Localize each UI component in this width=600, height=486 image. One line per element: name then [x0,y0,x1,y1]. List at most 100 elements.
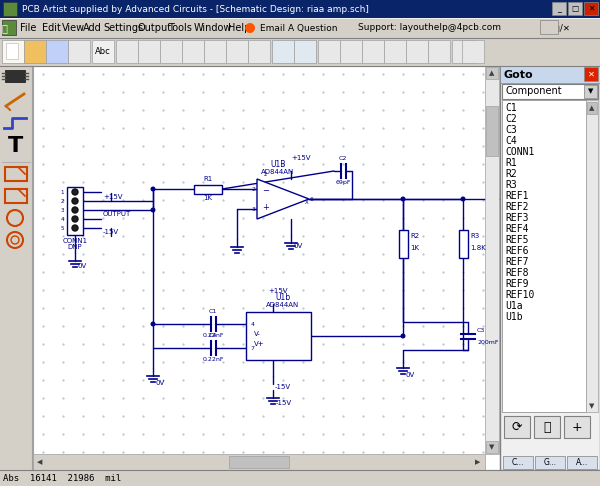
Bar [229,456,289,468]
Circle shape [461,196,466,202]
Text: ✕: ✕ [588,4,594,13]
Text: 5: 5 [61,226,64,230]
Text: Abc: Abc [95,47,111,55]
Text: CONN1: CONN1 [62,238,88,244]
Bar [552,2,566,15]
Bar [535,456,565,469]
Text: C2: C2 [505,114,517,124]
Bar [462,40,484,63]
Bar [486,67,498,79]
Text: 7: 7 [251,346,254,350]
Bar [2,20,16,35]
Bar [584,85,597,98]
Text: -15V: -15V [276,400,292,406]
Text: 2: 2 [263,172,267,177]
Text: 4: 4 [251,322,254,327]
Text: +: + [262,203,269,211]
Circle shape [151,187,155,191]
Text: Add: Add [83,23,102,33]
Text: C1: C1 [209,309,217,314]
Text: View: View [62,23,85,33]
Circle shape [245,23,255,33]
Text: REF4: REF4 [505,224,529,234]
Bar [160,40,182,63]
Text: U1a: U1a [505,301,523,311]
Bar [486,441,498,453]
Text: ▼: ▼ [589,403,595,409]
Text: 6: 6 [310,196,314,202]
Text: 3: 3 [61,208,64,212]
Bar [24,40,46,63]
Bar [294,40,316,63]
Bar [500,66,600,470]
Text: C3: C3 [477,328,485,332]
Text: File: File [20,23,37,33]
Text: 1: 1 [61,190,64,194]
Bar [502,84,598,99]
Text: REF1: REF1 [505,191,529,201]
Bar [584,2,598,15]
Bar [3,2,17,16]
Polygon shape [257,179,309,219]
Bar [504,416,530,438]
Text: R2: R2 [410,233,419,239]
Text: ✕: ✕ [587,69,595,79]
Text: +: + [572,420,583,434]
Text: C4: C4 [505,136,517,146]
Bar [272,40,294,63]
Text: A...: A... [576,458,588,467]
Text: R3: R3 [470,233,479,239]
Text: 0V: 0V [406,372,415,378]
Text: REF2: REF2 [505,202,529,212]
Text: 0V: 0V [156,380,165,386]
Text: G...: G... [544,458,557,467]
Bar [586,100,598,412]
Bar [398,230,407,258]
Bar [534,416,560,438]
Text: -15V: -15V [103,229,119,235]
Circle shape [72,216,78,222]
Text: CONN1: CONN1 [505,147,535,157]
Text: ▲: ▲ [589,105,595,111]
Text: +15V: +15V [291,155,311,161]
Text: V+: V+ [254,341,264,347]
Bar [452,40,474,63]
Bar [406,40,428,63]
Text: 0V: 0V [294,243,303,249]
Bar [24,40,46,63]
Text: Tools: Tools [168,23,192,33]
Bar [68,40,90,63]
Text: Support: layouthelp@4pcb.com: Support: layouthelp@4pcb.com [358,23,501,33]
Text: Abs  16141  21986  mil: Abs 16141 21986 mil [3,473,121,483]
Text: Component: Component [505,87,562,97]
Text: 0.22nF: 0.22nF [202,357,224,362]
Text: ▼: ▼ [589,88,593,94]
Bar [2,40,24,63]
Bar [272,40,294,63]
Text: Help: Help [228,23,250,33]
Bar [138,40,160,63]
Text: R1: R1 [203,176,212,182]
Text: REF7: REF7 [505,257,529,267]
Circle shape [72,189,78,195]
Text: ◀: ◀ [37,459,43,465]
Text: R1: R1 [505,158,517,168]
Text: Email A Question: Email A Question [260,23,337,33]
Text: Window: Window [194,23,232,33]
Text: V-: V- [254,331,260,337]
Bar [46,40,68,63]
Bar [458,230,467,258]
Text: ▼: ▼ [490,444,494,450]
Circle shape [151,208,155,212]
Text: 3: 3 [252,207,256,211]
Bar [540,20,558,34]
Circle shape [401,196,406,202]
Text: Goto: Goto [504,69,533,80]
Bar [486,106,498,156]
Text: U1b: U1b [275,293,290,302]
Bar [5,70,25,82]
Bar [567,456,597,469]
Text: X: X [305,199,309,205]
Text: 2: 2 [252,187,256,191]
Bar [92,40,114,63]
